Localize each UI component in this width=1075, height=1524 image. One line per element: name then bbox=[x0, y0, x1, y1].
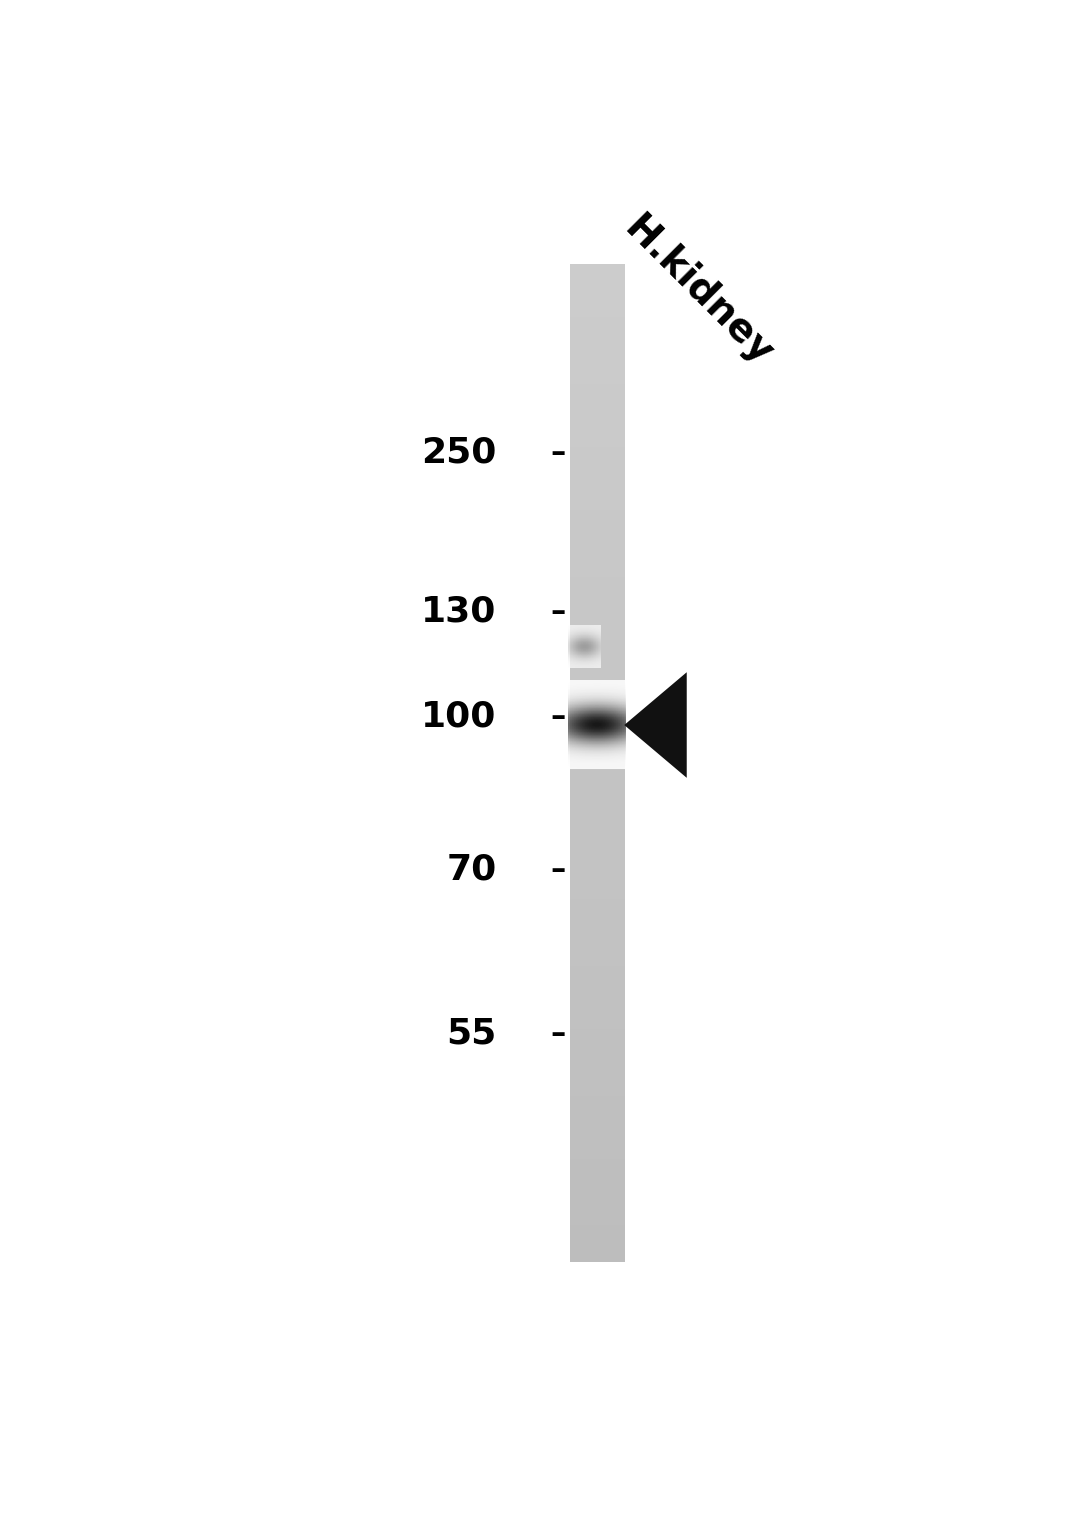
Text: 130: 130 bbox=[421, 594, 497, 628]
Text: 250: 250 bbox=[421, 436, 497, 469]
Text: 70: 70 bbox=[446, 852, 497, 887]
Text: –: – bbox=[550, 439, 565, 468]
Text: –: – bbox=[550, 597, 565, 626]
Text: –: – bbox=[550, 1020, 565, 1049]
Text: H.kidney: H.kidney bbox=[616, 209, 779, 373]
Text: –: – bbox=[550, 703, 565, 732]
Text: –: – bbox=[550, 855, 565, 884]
Polygon shape bbox=[625, 672, 687, 777]
Text: 55: 55 bbox=[446, 1017, 497, 1050]
Text: 100: 100 bbox=[421, 700, 497, 735]
